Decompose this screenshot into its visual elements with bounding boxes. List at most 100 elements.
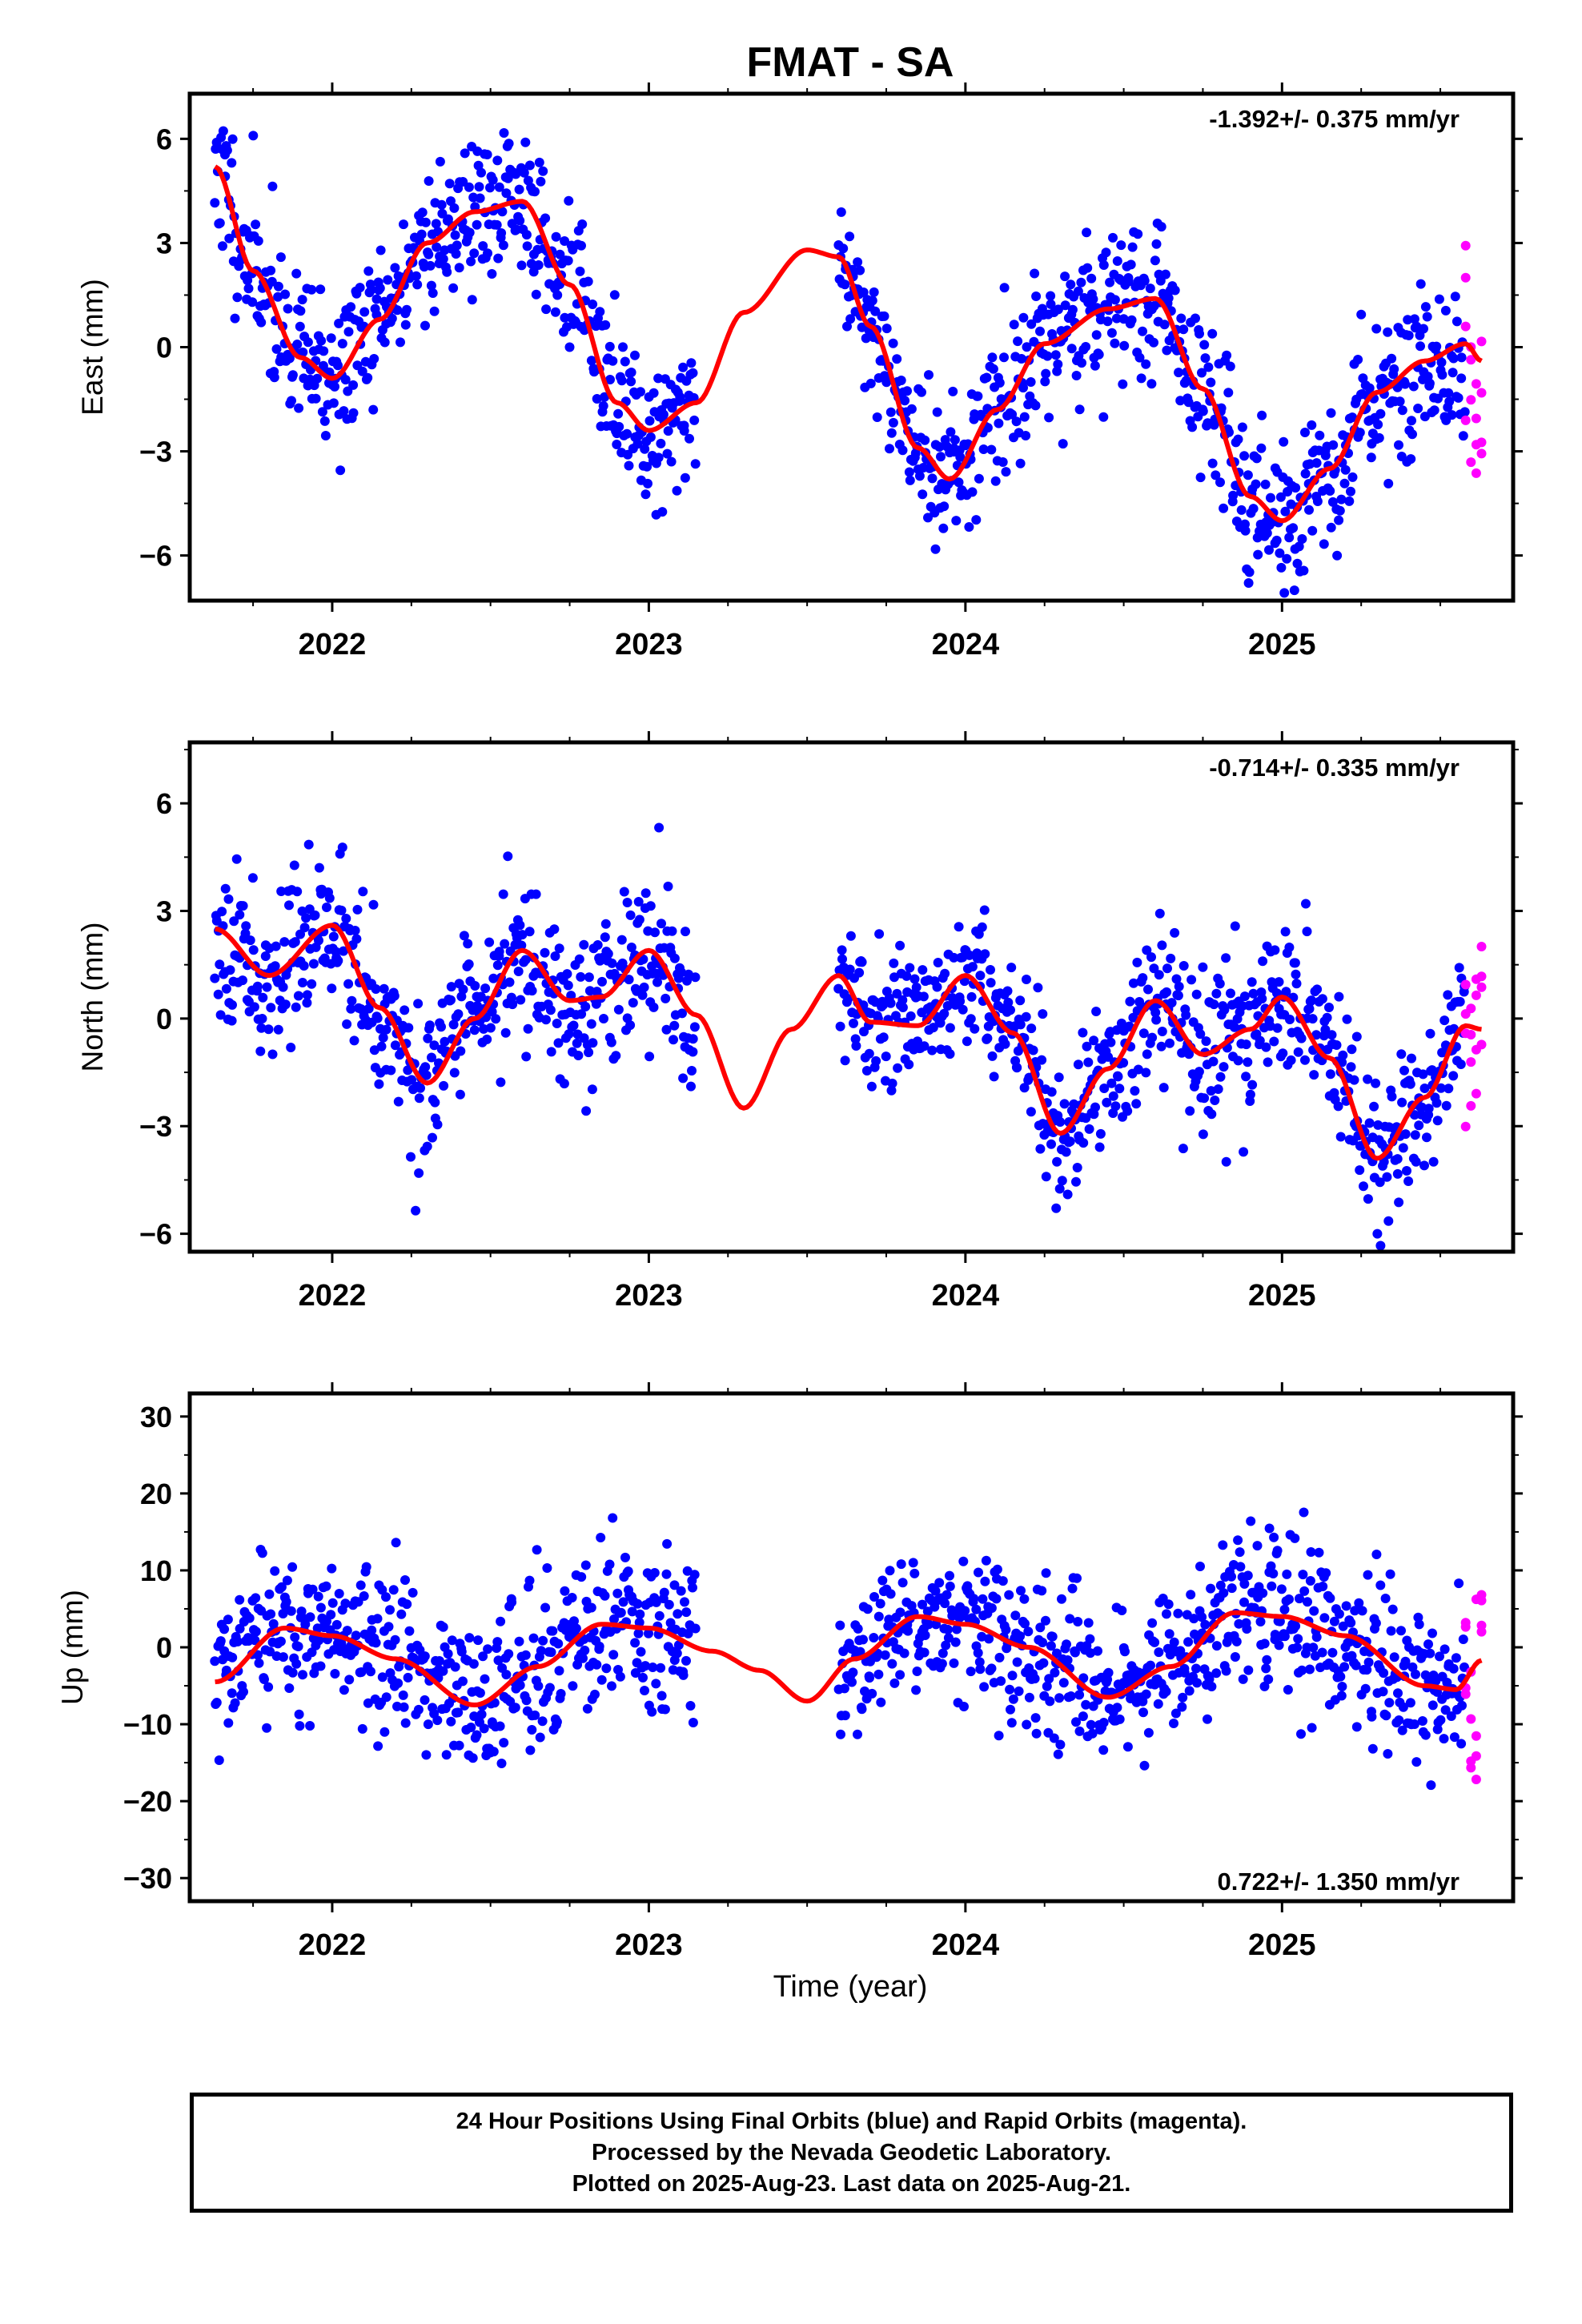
final-point	[294, 403, 304, 413]
final-point	[1008, 1694, 1018, 1704]
final-point	[603, 949, 613, 959]
final-point	[435, 156, 445, 167]
final-point	[1279, 436, 1289, 447]
final-point	[359, 307, 370, 317]
final-point	[1297, 534, 1307, 544]
final-point	[1174, 981, 1184, 991]
final-point	[451, 249, 461, 259]
final-point	[1414, 1120, 1424, 1131]
final-point	[917, 1599, 927, 1610]
final-point	[466, 256, 476, 267]
final-point	[904, 467, 914, 477]
final-point	[449, 1068, 460, 1078]
final-point	[1452, 316, 1462, 327]
final-point	[1072, 1573, 1082, 1583]
final-point	[872, 412, 882, 422]
final-point	[227, 1688, 237, 1699]
final-point	[253, 1650, 263, 1660]
final-point	[606, 1037, 616, 1047]
final-point	[1203, 362, 1214, 372]
final-point	[248, 131, 259, 141]
final-point	[319, 346, 329, 356]
final-point	[239, 1687, 248, 1697]
final-point	[526, 259, 536, 269]
final-point	[407, 1075, 417, 1085]
final-point	[1084, 1124, 1094, 1134]
rapid-point	[1466, 395, 1476, 405]
final-point	[624, 460, 634, 471]
final-point	[472, 219, 482, 230]
final-point	[550, 307, 560, 317]
final-point	[444, 179, 455, 189]
final-point	[840, 279, 850, 290]
final-point	[1138, 326, 1147, 336]
final-point	[1210, 1096, 1220, 1105]
final-point	[888, 338, 898, 348]
final-point	[1279, 1631, 1290, 1642]
final-point	[311, 393, 321, 404]
final-point	[999, 283, 1010, 293]
final-point	[1150, 1007, 1161, 1018]
final-point	[987, 352, 998, 363]
final-point	[1035, 326, 1045, 336]
final-point	[449, 203, 460, 213]
final-point	[408, 1587, 418, 1598]
rapid-point	[1460, 1121, 1471, 1132]
rapid-point	[1471, 468, 1481, 478]
final-point	[500, 1027, 511, 1038]
final-point	[644, 1628, 653, 1638]
final-point	[1006, 1718, 1017, 1728]
final-point	[1195, 1562, 1205, 1571]
final-point	[1266, 493, 1275, 503]
final-point	[356, 1667, 367, 1677]
final-point	[837, 945, 847, 955]
final-point	[1296, 1729, 1306, 1739]
final-point	[256, 1023, 267, 1033]
final-point	[678, 1073, 689, 1084]
final-point	[1111, 313, 1122, 324]
final-point	[604, 1559, 615, 1570]
final-point	[1291, 1621, 1301, 1631]
final-point	[648, 1002, 659, 1012]
final-point	[1006, 963, 1017, 973]
final-point	[1019, 1083, 1030, 1093]
final-point	[568, 1020, 579, 1031]
final-point	[1041, 1172, 1051, 1182]
final-point	[1251, 453, 1262, 464]
final-point	[1150, 255, 1160, 266]
final-point	[1248, 504, 1259, 514]
final-point	[1337, 1682, 1347, 1691]
final-point	[1090, 1102, 1100, 1112]
final-point	[889, 958, 899, 968]
final-point	[855, 1647, 865, 1657]
final-point	[680, 472, 690, 483]
final-point	[383, 275, 393, 285]
north-rate-label: -0.714+/- 0.335 mm/yr	[1209, 754, 1460, 782]
final-point	[1151, 1015, 1162, 1025]
final-point	[897, 1003, 908, 1012]
final-point	[1201, 1036, 1211, 1047]
final-point	[327, 983, 337, 994]
final-point	[1243, 1665, 1254, 1675]
final-point	[333, 360, 343, 371]
final-point	[1314, 1547, 1324, 1558]
final-point	[533, 260, 544, 270]
final-point	[847, 1677, 857, 1687]
final-point	[1262, 528, 1272, 538]
final-point	[1006, 1005, 1015, 1015]
final-point	[1325, 486, 1335, 496]
final-point	[1054, 1184, 1065, 1194]
final-point	[217, 907, 227, 917]
final-point	[1360, 1683, 1371, 1694]
rapid-point	[1476, 336, 1487, 347]
final-point	[347, 995, 357, 1006]
final-point	[1453, 392, 1464, 403]
final-point	[657, 507, 668, 517]
final-point	[280, 999, 291, 1010]
final-point	[266, 265, 276, 275]
final-point	[943, 1633, 954, 1643]
final-point	[1270, 945, 1280, 955]
final-point	[1067, 304, 1078, 315]
rapid-point	[1471, 1088, 1481, 1099]
final-point	[1269, 1532, 1279, 1542]
